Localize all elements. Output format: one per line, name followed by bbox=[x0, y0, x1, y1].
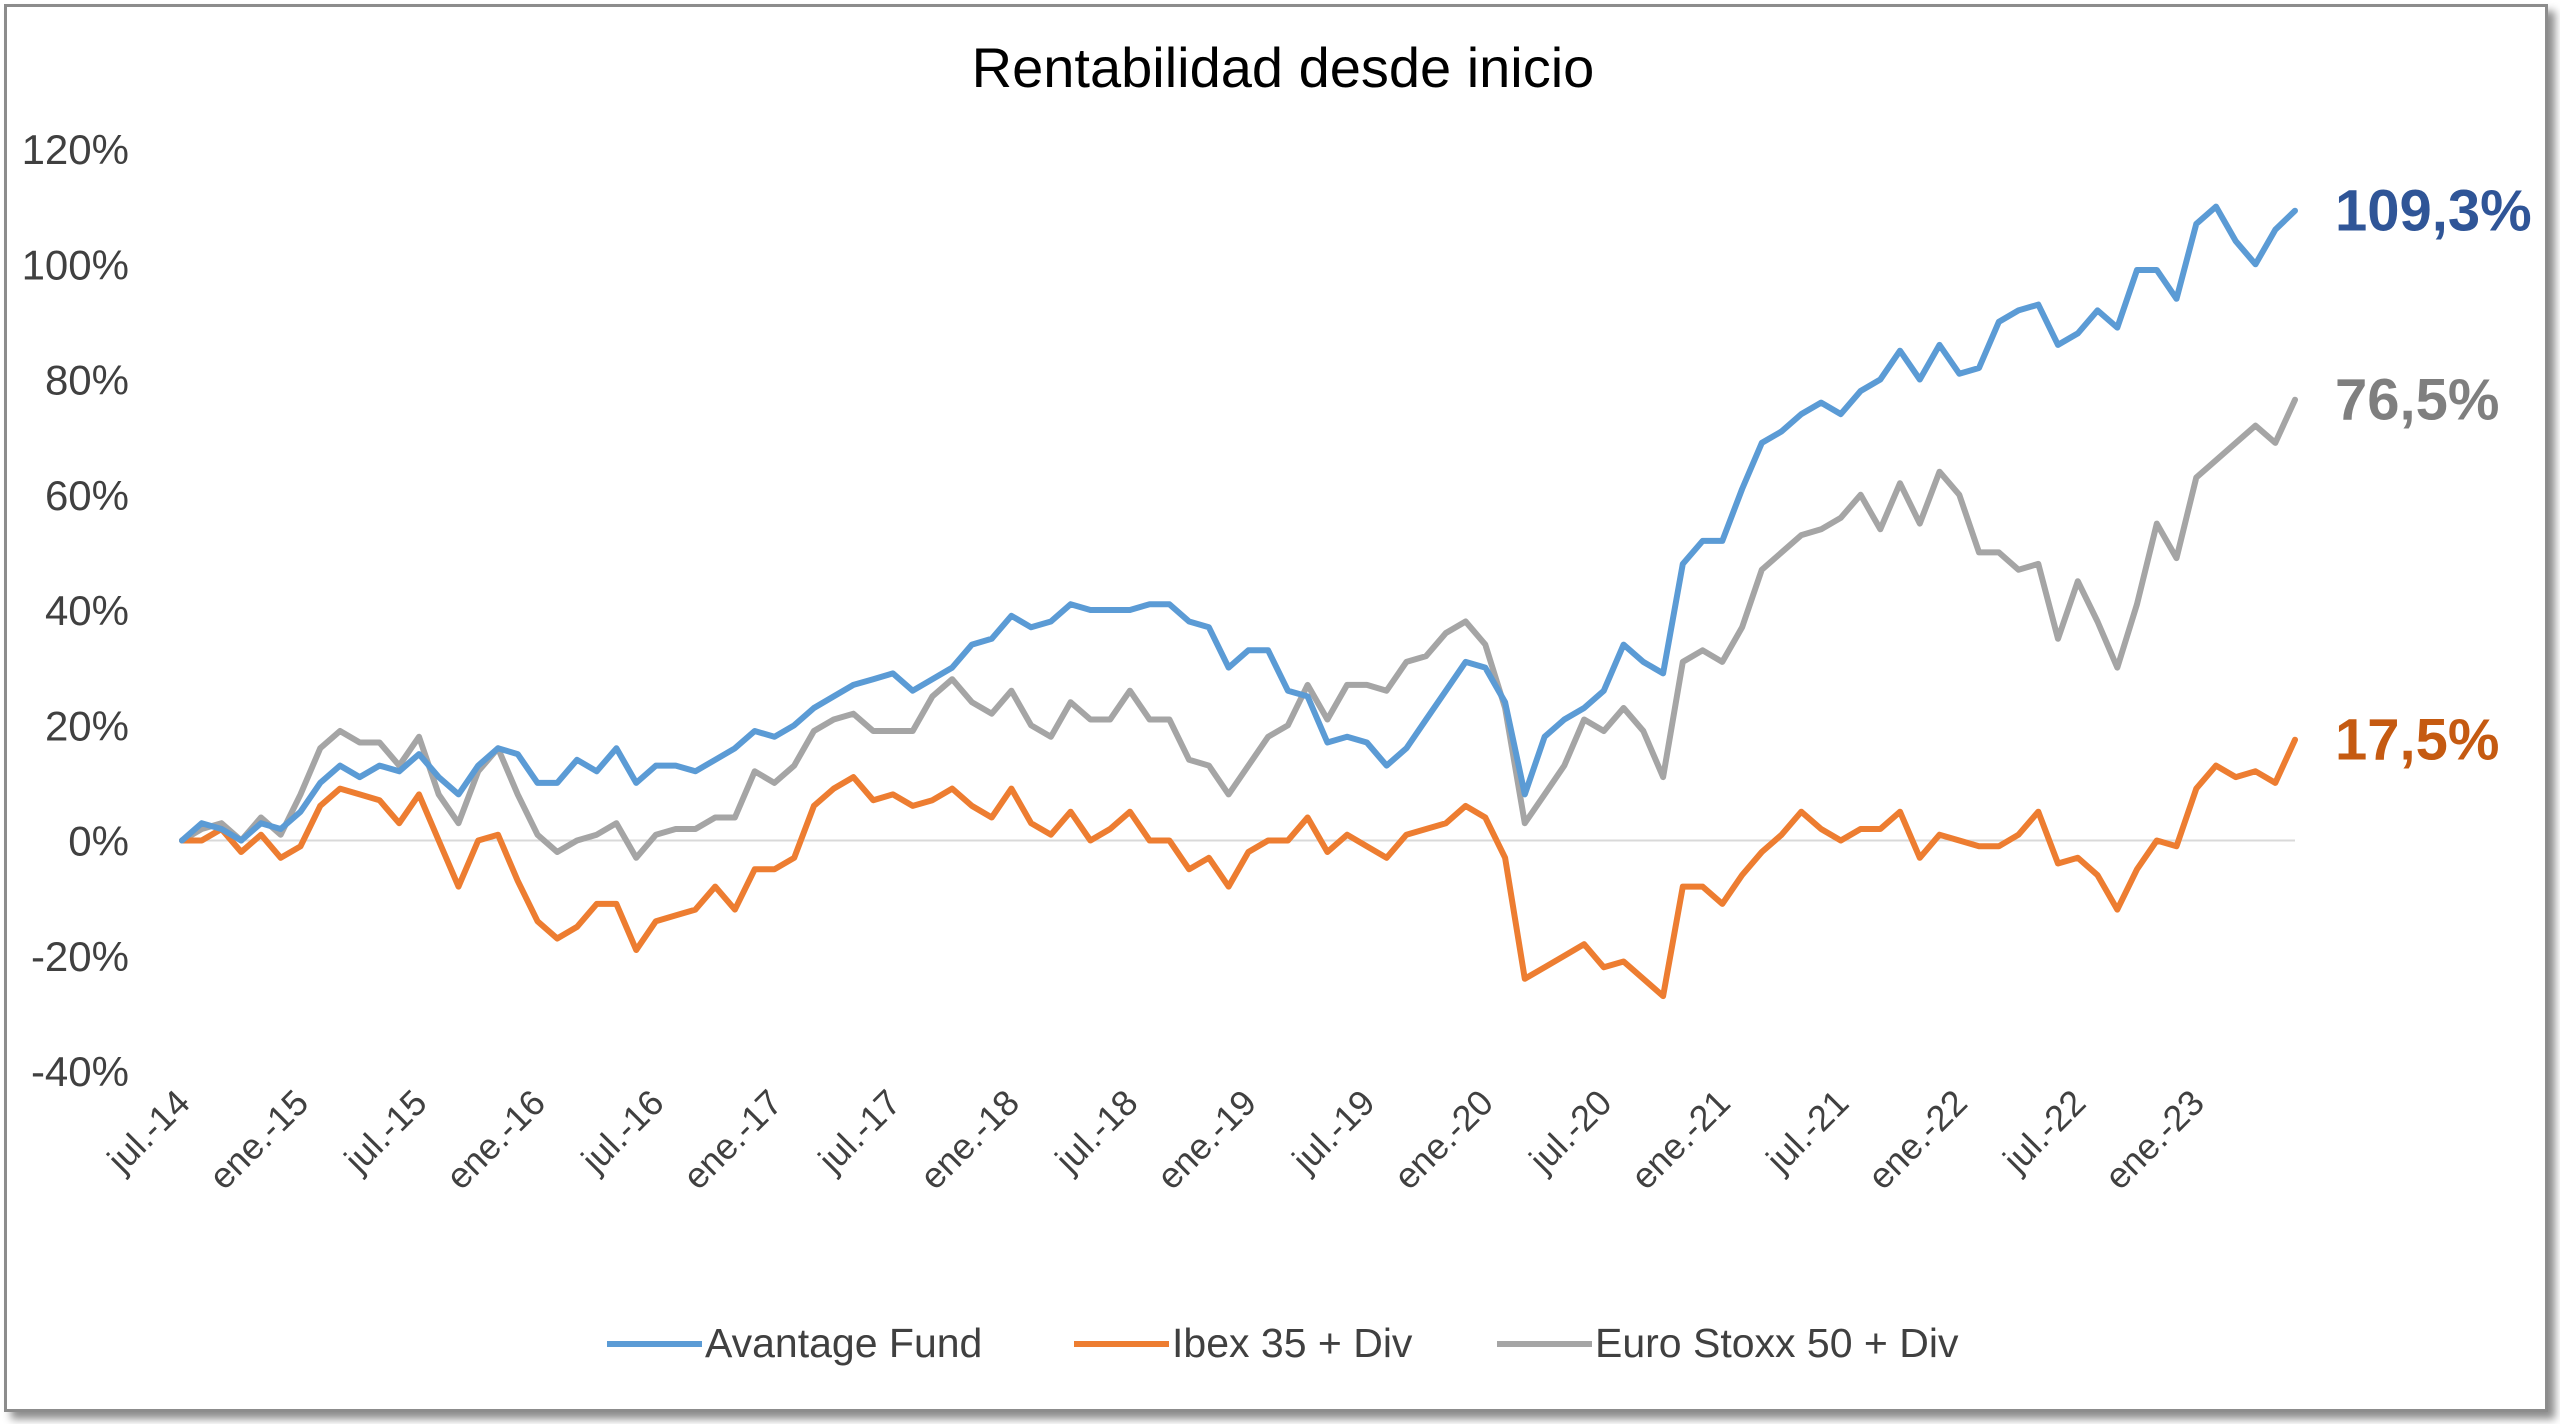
x-tick-label: jul.-14 bbox=[99, 1082, 198, 1181]
x-tick-label: jul.-22 bbox=[1994, 1082, 2093, 1181]
y-tick-label: 100% bbox=[22, 241, 129, 288]
chart-frame: Rentabilidad desde inicio -40% -20% 0% 20% 4… bbox=[4, 4, 2548, 1412]
chart-svg: Rentabilidad desde inicio -40% -20% 0% 20% 4… bbox=[22, 36, 2532, 1366]
y-tick-label: 40% bbox=[45, 587, 129, 634]
legend-label: Avantage Fund bbox=[705, 1320, 982, 1366]
x-tick-label: ene.-20 bbox=[1386, 1082, 1501, 1197]
y-tick-label: 0% bbox=[68, 818, 129, 865]
x-tick-label: ene.-19 bbox=[1149, 1082, 1264, 1197]
x-tick-label: ene.-21 bbox=[1623, 1082, 1738, 1197]
x-tick-label: ene.-16 bbox=[438, 1082, 553, 1197]
y-tick-label: -40% bbox=[31, 1048, 129, 1095]
chart-title: Rentabilidad desde inicio bbox=[972, 36, 1595, 99]
x-tick-label: jul.-17 bbox=[810, 1082, 909, 1181]
y-tick-label: 80% bbox=[45, 357, 129, 404]
series-line bbox=[179, 736, 2298, 1000]
x-axis-ticks: jul.-14 ene.-15 jul.-15 ene.-16 jul.-16 ene.-… bbox=[99, 1082, 2212, 1197]
x-tick-label: jul.-18 bbox=[1047, 1082, 1146, 1181]
series-end-label: 76,5% bbox=[2335, 368, 2499, 433]
y-tick-label: 20% bbox=[45, 702, 129, 749]
series-end-label: 17,5% bbox=[2335, 708, 2499, 773]
series-line bbox=[179, 203, 2298, 844]
x-tick-label: jul.-21 bbox=[1757, 1082, 1856, 1181]
legend: Avantage Fund Ibex 35 + Div Euro Stoxx 50 … bbox=[607, 1320, 1959, 1366]
x-tick-label: ene.-18 bbox=[912, 1082, 1027, 1197]
y-tick-label: -20% bbox=[31, 933, 129, 980]
series-end-label: 109,3% bbox=[2335, 179, 2532, 244]
legend-label: Euro Stoxx 50 + Div bbox=[1595, 1320, 1959, 1366]
x-tick-label: jul.-15 bbox=[336, 1082, 435, 1181]
x-tick-label: ene.-22 bbox=[1860, 1082, 1975, 1197]
x-tick-label: ene.-15 bbox=[201, 1082, 316, 1197]
x-tick-label: jul.-16 bbox=[573, 1082, 672, 1181]
y-axis-ticks: -40% -20% 0% 20% 40% 60% 80% 100% 120% bbox=[22, 126, 129, 1095]
x-tick-label: ene.-23 bbox=[2097, 1082, 2212, 1197]
x-tick-label: jul.-20 bbox=[1520, 1082, 1619, 1181]
legend-label: Ibex 35 + Div bbox=[1172, 1320, 1413, 1366]
x-tick-label: ene.-17 bbox=[675, 1082, 790, 1197]
y-tick-label: 60% bbox=[45, 472, 129, 519]
series-lines bbox=[179, 203, 2298, 1000]
end-labels: 109,3% 17,5% 76,5% bbox=[2335, 179, 2532, 773]
x-tick-label: jul.-19 bbox=[1283, 1082, 1382, 1181]
y-tick-label: 120% bbox=[22, 126, 129, 173]
series-line bbox=[179, 396, 2298, 861]
